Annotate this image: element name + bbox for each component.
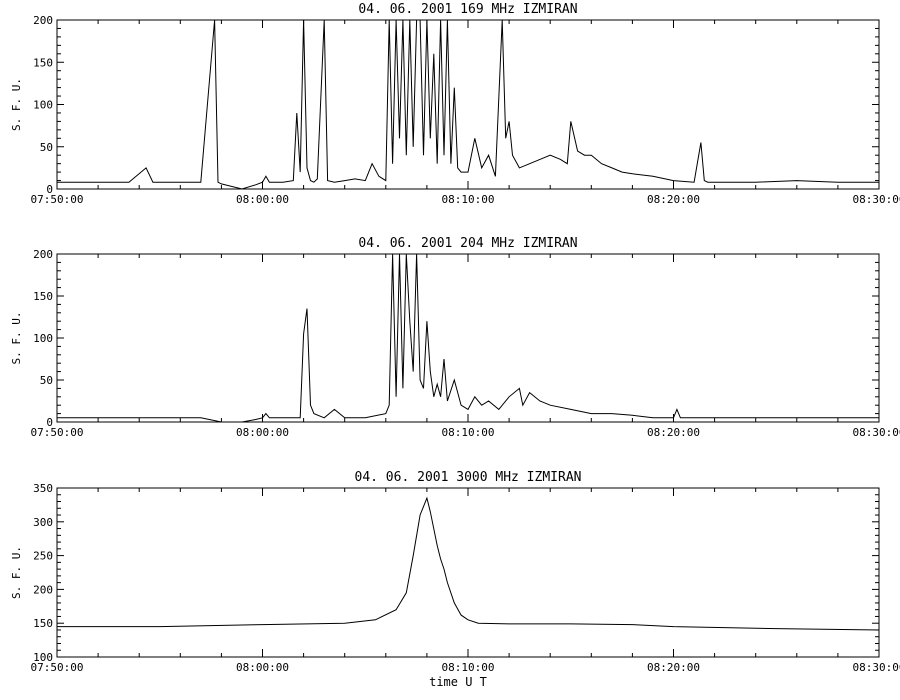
chart2-xtick-label: 07:50:00 [31, 426, 84, 439]
chart2-ytick-label: 50 [40, 374, 53, 387]
chart3-ytick-label: 100 [33, 651, 53, 664]
chart1-plot-frame [56, 19, 880, 190]
chart2-plot-frame [56, 253, 880, 423]
chart2-ytick-label: 150 [33, 290, 53, 303]
chart3-xtick-label: 08:30:00 [853, 661, 900, 674]
chart3-ytick-label: 350 [33, 482, 53, 495]
chart3-xlabel: time U T [429, 675, 487, 689]
chart1-ytick-label: 100 [33, 99, 53, 112]
chart3-title: 04. 06. 2001 3000 MHz IZMIRAN [355, 470, 582, 485]
chart3-ytick-label: 300 [33, 516, 53, 529]
chart1-xtick-label: 08:30:00 [853, 193, 900, 206]
chart1-panel: 04. 06. 2001 169 MHz IZMIRAN S. F. U. 0 50 1… [10, 2, 900, 206]
chart3-xtick-label: 07:50:00 [31, 661, 84, 674]
chart3-xtick-label: 08:10:00 [442, 661, 495, 674]
chart2-series-line [57, 253, 879, 423]
chart3-ytick-label: 150 [33, 617, 53, 630]
chart2-ytick-label: 0 [46, 416, 53, 429]
chart1-ytick-label: 0 [46, 183, 53, 196]
chart2-xtick-label: 08:20:00 [647, 426, 700, 439]
chart3-ytick-label: 250 [33, 550, 53, 563]
chart3-xtick-label: 08:20:00 [647, 661, 700, 674]
chart1-ytick-label: 50 [40, 141, 53, 154]
chart2-ytick-label: 100 [33, 332, 53, 345]
chart2-xtick-label: 08:10:00 [442, 426, 495, 439]
chart1-xtick-label: 07:50:00 [31, 193, 84, 206]
chart3-series-line [57, 496, 880, 631]
chart2-xtick-label: 08:30:00 [853, 426, 900, 439]
chart1-xtick-label: 08:10:00 [442, 193, 495, 206]
chart1-title: 04. 06. 2001 169 MHz IZMIRAN [358, 2, 577, 17]
chart1-series-line [57, 19, 879, 190]
chart3-ylabel: S. F. U. [10, 546, 23, 599]
chart2-ylabel: S. F. U. [10, 312, 23, 365]
chart3-ytick-label: 200 [33, 583, 53, 596]
chart2-xtick-label: 08:00:00 [236, 426, 289, 439]
chart2-ytick-label: 200 [33, 248, 53, 261]
chart1-xtick-label: 08:20:00 [647, 193, 700, 206]
chart1-ytick-label: 150 [33, 56, 53, 69]
chart3-panel: 04. 06. 2001 3000 MHz IZMIRAN S. F. U. 100… [10, 470, 900, 689]
chart1-ylabel: S. F. U. [10, 78, 23, 131]
chart2-panel: 04. 06. 2001 204 MHz IZMIRAN S. F. U. 0 50 1… [10, 236, 900, 439]
chart1-xtick-label: 08:00:00 [236, 193, 289, 206]
chart1-ytick-label: 200 [33, 14, 53, 27]
chart2-title: 04. 06. 2001 204 MHz IZMIRAN [358, 236, 577, 251]
chart3-plot-frame [56, 487, 880, 658]
chart3-xtick-label: 08:00:00 [236, 661, 289, 674]
